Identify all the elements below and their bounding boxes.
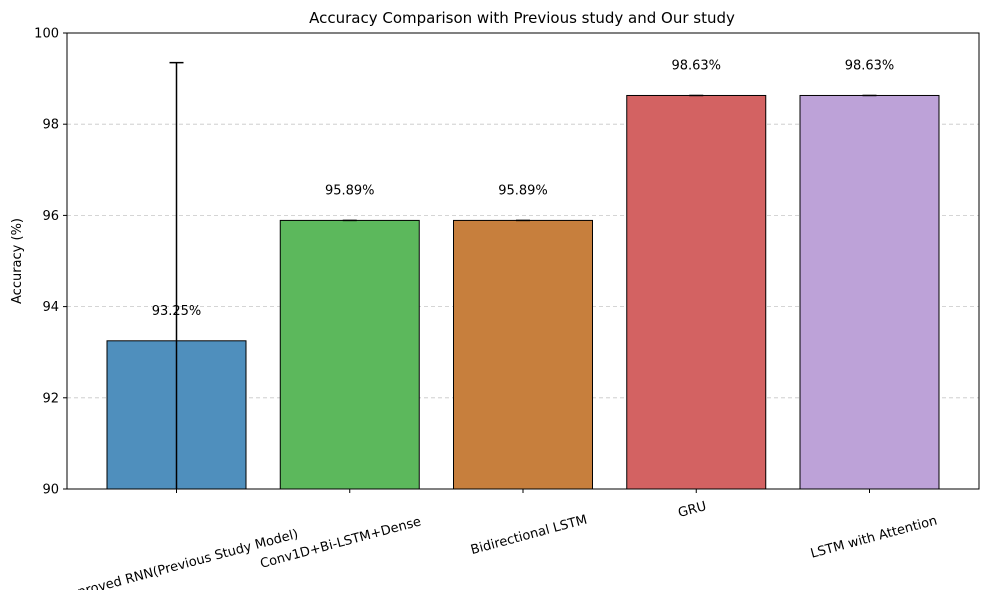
x-tick-label: Bidirectional LSTM	[469, 513, 589, 559]
y-tick-label: 96	[42, 209, 59, 224]
y-tick-label: 90	[42, 483, 59, 498]
x-tick-label: GRU	[677, 499, 709, 521]
y-axis-label: Accuracy (%)	[10, 218, 25, 304]
data-label: 93.25%	[152, 304, 202, 319]
data-label: 98.63%	[845, 58, 895, 73]
data-label: 95.89%	[498, 183, 548, 198]
x-ticks-group: Improved RNN(Previous Study Model)Conv1D…	[60, 489, 939, 590]
y-tick-label: 98	[42, 118, 59, 133]
data-label: 98.63%	[671, 58, 721, 73]
bar	[453, 219, 593, 490]
x-tick-label: LSTM with Attention	[809, 513, 939, 561]
bar	[279, 219, 420, 490]
y-tick-label: 94	[42, 300, 59, 315]
error-bars-group	[169, 61, 877, 489]
bars-group	[106, 94, 940, 490]
y-ticks-group: 90 92 94 96 98 100	[34, 27, 67, 498]
chart-title: Accuracy Comparison with Previous study …	[309, 9, 735, 27]
data-label: 95.89%	[325, 183, 375, 198]
y-tick-label: 100	[34, 27, 59, 42]
y-tick-label: 92	[42, 391, 59, 406]
data-labels-group: 93.25% 95.89% 95.89% 98.63% 98.63%	[152, 58, 895, 318]
bar	[799, 94, 940, 490]
bar	[626, 94, 767, 490]
